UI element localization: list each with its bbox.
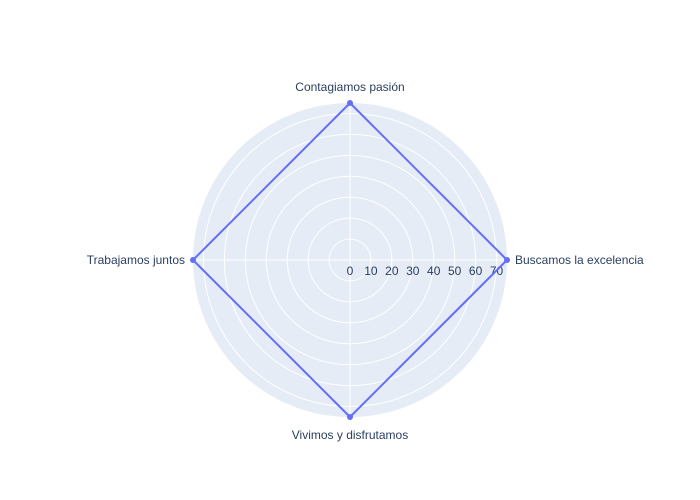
- data-point-2[interactable]: [190, 257, 196, 263]
- category-label: Contagiamos pasión: [295, 80, 404, 94]
- radial-tick-label: 0: [347, 264, 354, 278]
- radial-tick-label: 40: [427, 264, 441, 278]
- data-point-0[interactable]: [504, 257, 510, 263]
- radial-tick-label: 30: [406, 264, 420, 278]
- radial-tick-label: 20: [385, 264, 399, 278]
- category-label: Vivimos y disfrutamos: [292, 428, 408, 442]
- category-labels: Buscamos la excelencia Contagiamos pasión…: [87, 80, 644, 442]
- data-point-1[interactable]: [347, 100, 353, 106]
- category-label: Buscamos la excelencia: [515, 253, 644, 267]
- series-layer: [190, 100, 510, 420]
- data-point-3[interactable]: [347, 414, 353, 420]
- category-label: Trabajamos juntos: [87, 253, 185, 267]
- radial-tick-label: 50: [448, 264, 462, 278]
- radial-tick-label: 10: [364, 264, 378, 278]
- angular-grid: [193, 103, 507, 417]
- radial-tick-label: 60: [469, 264, 483, 278]
